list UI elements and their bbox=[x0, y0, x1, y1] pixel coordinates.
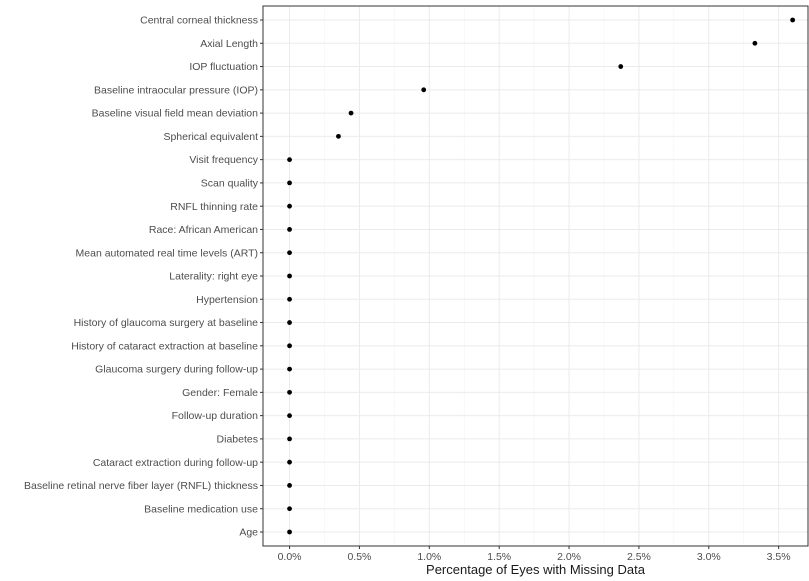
y-tick-label: Diabetes bbox=[217, 434, 258, 446]
data-point bbox=[287, 436, 292, 442]
data-point bbox=[287, 389, 292, 395]
y-tick-label: RNFL thinning rate bbox=[170, 201, 258, 213]
data-point bbox=[336, 133, 341, 139]
y-tick-label: Follow-up duration bbox=[172, 410, 259, 422]
y-tick-label: Axial Length bbox=[200, 38, 258, 50]
y-tick-label: Spherical equivalent bbox=[163, 131, 258, 143]
y-tick-label: Hypertension bbox=[196, 294, 258, 306]
x-tick-label: 2.0% bbox=[557, 551, 581, 563]
y-tick-label: Race: African American bbox=[149, 224, 258, 236]
x-tick-label: 3.0% bbox=[697, 551, 721, 563]
y-tick-label: History of glaucoma surgery at baseline bbox=[74, 317, 259, 329]
data-point bbox=[287, 320, 292, 325]
data-point bbox=[348, 110, 354, 116]
data-points bbox=[287, 17, 796, 535]
x-tick-label: 0.0% bbox=[278, 551, 302, 563]
data-point bbox=[287, 413, 292, 419]
data-point bbox=[287, 459, 292, 465]
y-tick-label: History of cataract extraction at baseli… bbox=[71, 340, 258, 352]
x-axis-title: Percentage of Eyes with Missing Data bbox=[426, 562, 646, 577]
data-point bbox=[752, 40, 758, 46]
data-point bbox=[287, 203, 292, 209]
data-point bbox=[287, 180, 292, 186]
y-tick-label: Baseline visual field mean deviation bbox=[92, 108, 259, 120]
y-tick-label: Scan quality bbox=[201, 178, 259, 190]
y-tick-label: Mean automated real time levels (ART) bbox=[76, 247, 258, 259]
y-tick-label: Baseline medication use bbox=[144, 503, 258, 515]
data-point bbox=[287, 483, 292, 488]
data-point bbox=[287, 250, 292, 256]
x-tick-label: 1.5% bbox=[487, 551, 511, 563]
data-point bbox=[421, 87, 427, 93]
data-point bbox=[287, 157, 292, 163]
data-point bbox=[287, 296, 292, 302]
data-point bbox=[287, 273, 292, 279]
y-tick-label: Baseline retinal nerve fiber layer (RNFL… bbox=[24, 480, 258, 492]
data-point bbox=[287, 366, 292, 372]
data-point bbox=[790, 17, 796, 23]
y-tick-label: Central corneal thickness bbox=[140, 15, 258, 27]
y-tick-label: Glaucoma surgery during follow-up bbox=[95, 364, 258, 376]
data-point bbox=[618, 64, 624, 69]
x-tick-label: 2.5% bbox=[627, 551, 651, 563]
data-point bbox=[287, 506, 292, 512]
x-tick-label: 3.5% bbox=[767, 551, 791, 563]
data-point bbox=[287, 227, 292, 232]
x-axis: 0.0% 0.5% 1.0% 1.5% 2.0% 2.5% 3.0% 3.5% bbox=[278, 546, 791, 563]
data-point bbox=[287, 343, 292, 349]
y-tick-label: Age bbox=[239, 527, 258, 539]
y-tick-label: Baseline intraocular pressure (IOP) bbox=[94, 84, 258, 96]
y-tick-label: IOP fluctuation bbox=[189, 61, 258, 73]
y-axis: Central corneal thickness Axial Length IOP… bbox=[24, 15, 263, 539]
data-point bbox=[287, 529, 292, 535]
grid-lines bbox=[263, 6, 808, 546]
y-tick-label: Cataract extraction during follow-up bbox=[93, 457, 258, 469]
y-tick-label: Visit frequency bbox=[189, 154, 258, 166]
y-tick-label: Gender: Female bbox=[182, 387, 258, 399]
x-tick-label: 1.0% bbox=[417, 551, 441, 563]
x-tick-label: 0.5% bbox=[347, 551, 371, 563]
y-tick-label: Laterality: right eye bbox=[169, 271, 258, 283]
